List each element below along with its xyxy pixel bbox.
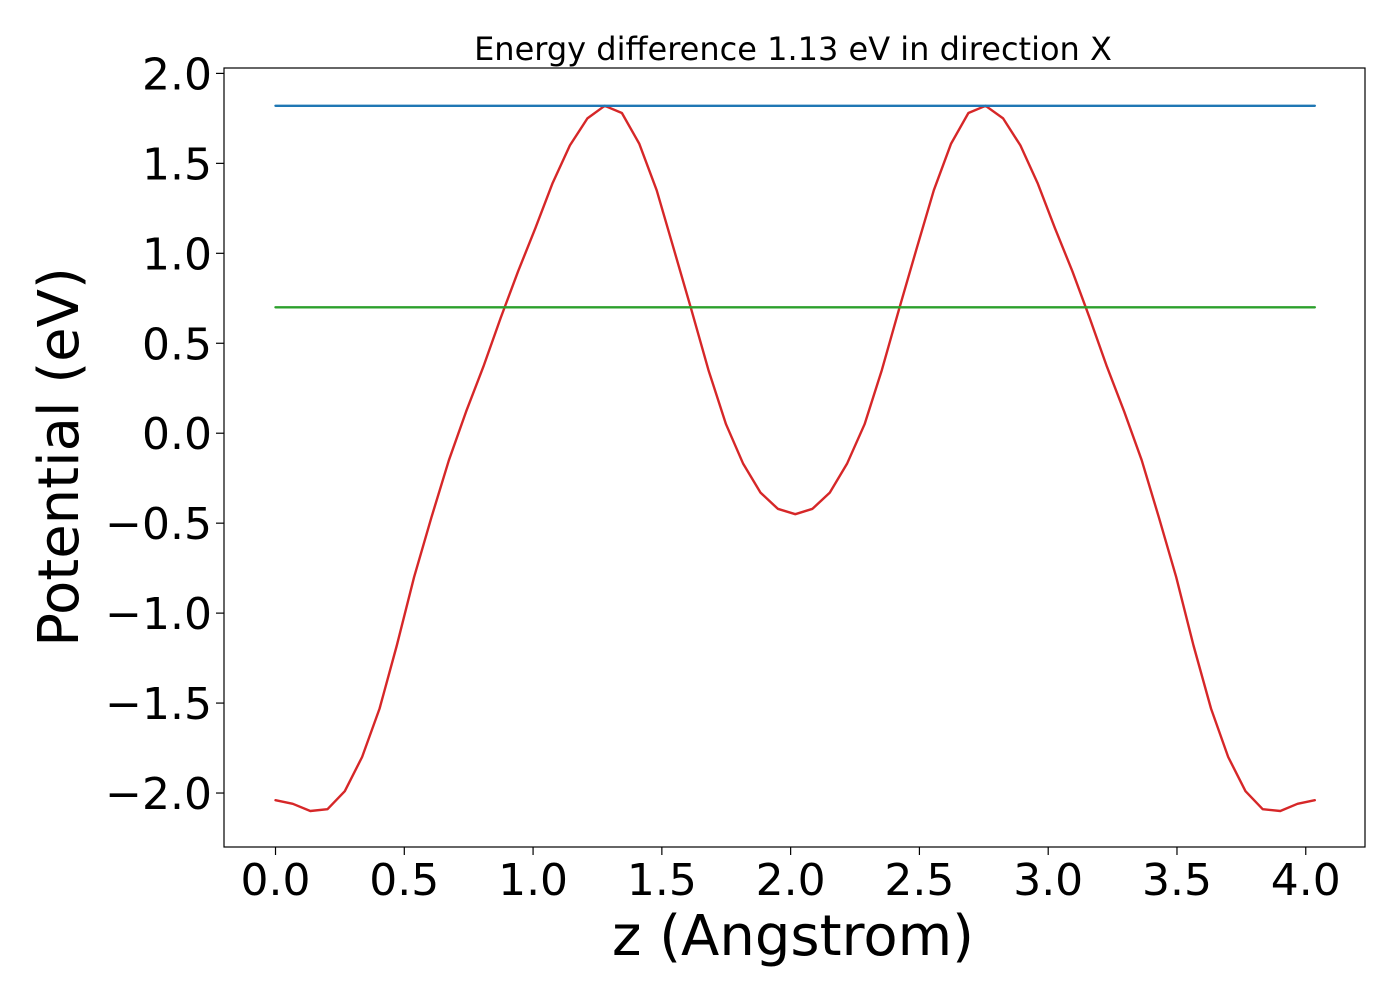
- x-tick-label: 2.5: [884, 855, 954, 906]
- x-tick-label: 3.5: [1142, 855, 1212, 906]
- axes-frame: [223, 67, 1366, 848]
- chart-title: Energy difference 1.13 eV in direction X: [474, 30, 1112, 68]
- x-tick-label: 1.5: [627, 855, 697, 906]
- x-tick-label: 1.0: [498, 855, 568, 906]
- y-tick-label: −2.0: [105, 769, 212, 820]
- plot-area: [274, 104, 1317, 813]
- x-tick-label: 0.5: [369, 855, 439, 906]
- y-tick-label: −0.5: [105, 499, 212, 550]
- y-tick-label: 1.5: [142, 139, 212, 190]
- x-tick-label: 3.0: [1013, 855, 1083, 906]
- series-line-0: [274, 104, 1317, 813]
- x-tick-label: 2.0: [756, 855, 826, 906]
- x-tick-label: 0.0: [241, 855, 311, 906]
- y-tick-label: −1.5: [105, 679, 212, 730]
- x-axis-label: z (Angstrom): [612, 904, 974, 969]
- y-tick-label: 1.0: [142, 229, 212, 280]
- y-tick-label: 2.0: [142, 49, 212, 100]
- y-tick-label: 0.5: [142, 319, 212, 370]
- y-tick-label: 0.0: [142, 409, 212, 460]
- axis-ticks: 0.0 0.5 1.0 1.5 2.0 2.5 3.0 3.5 4.0 2.0 1.5 1.0 0.5 0…: [105, 49, 1341, 906]
- y-tick-label: −1.0: [105, 589, 212, 640]
- x-tick-label: 4.0: [1271, 855, 1341, 906]
- y-axis-label: Potential (eV): [27, 267, 92, 647]
